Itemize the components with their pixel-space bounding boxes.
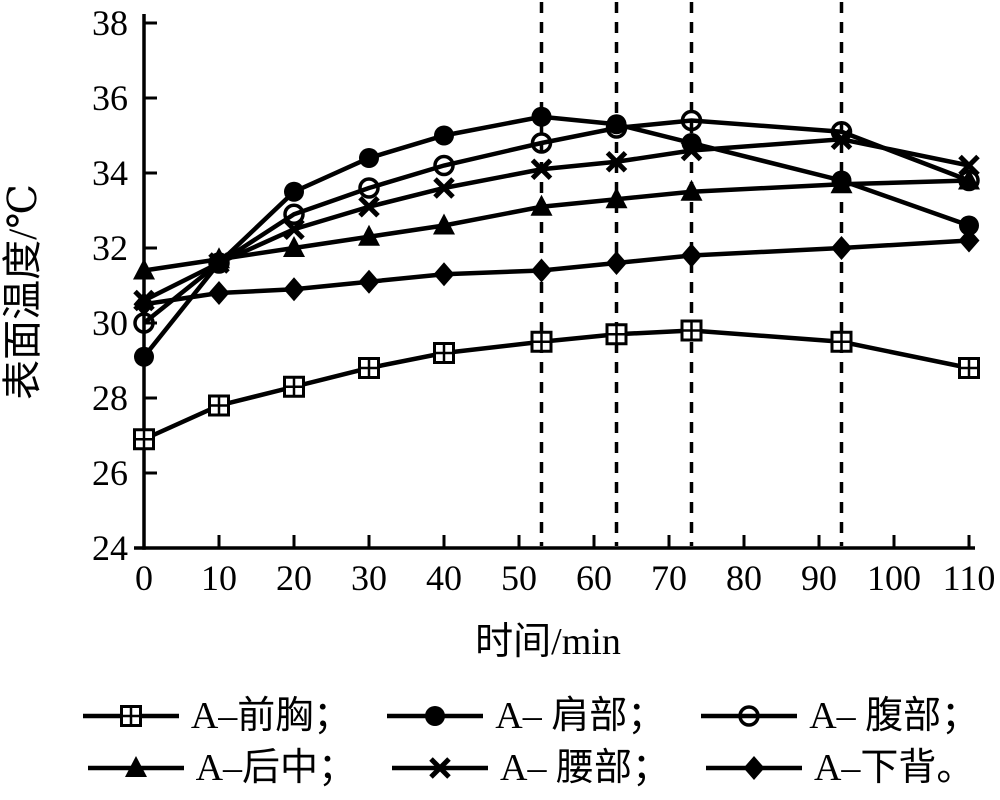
svg-text:110: 110 (943, 558, 996, 598)
filled-diamond-marker-icon (705, 756, 802, 780)
chart-plot-area: 24 26 28 30 32 34 36 38 0 10 20 30 40 50 60 70 80 90 100 11… (0, 2, 995, 663)
x-cross-marker-icon (392, 757, 489, 779)
svg-text:90: 90 (801, 558, 837, 598)
legend-item-lower-back: A–下背。 (704, 749, 974, 787)
svg-text:0: 0 (135, 558, 153, 598)
svg-text:32: 32 (92, 228, 128, 268)
open-circle-marker-icon (701, 705, 798, 727)
chart-legend: A–前胸； A– 肩部； A– 腹部； A–后中； A– 腰部； A– (0, 686, 1000, 798)
svg-text:80: 80 (726, 558, 762, 598)
svg-text:26: 26 (92, 453, 128, 493)
svg-text:36: 36 (92, 78, 128, 118)
legend-item-shoulder: A– 肩部； (385, 697, 665, 735)
svg-text:30: 30 (351, 558, 387, 598)
svg-text:38: 38 (92, 3, 128, 43)
filled-circle-marker-icon (387, 706, 484, 726)
legend-item-mid-back: A–后中； (86, 749, 356, 787)
y-axis-title: 表面温度/℃ (0, 184, 45, 400)
svg-text:40: 40 (426, 558, 462, 598)
legend-label-mid-back: A–后中； (195, 747, 357, 789)
svg-text:70: 70 (651, 558, 687, 598)
legend-item-abdomen: A– 腹部； (699, 697, 979, 735)
svg-text:30: 30 (92, 303, 128, 343)
svg-text:20: 20 (276, 558, 312, 598)
legend-label-waist: A– 腰部； (500, 747, 670, 789)
x-axis-title: 时间/min (475, 621, 621, 663)
plot-layer: 24 26 28 30 32 34 36 38 0 10 20 30 40 50 60 70 80 90 100 11… (92, 2, 995, 598)
svg-text:24: 24 (92, 528, 128, 568)
svg-text:100: 100 (867, 558, 921, 598)
svg-text:50: 50 (501, 558, 537, 598)
legend-label-abdomen: A– 腹部； (809, 695, 980, 737)
legend-label-shoulder: A– 肩部； (495, 695, 666, 737)
legend-label-lower-back: A–下背。 (813, 747, 975, 789)
svg-text:28: 28 (92, 378, 128, 418)
svg-text:34: 34 (92, 153, 128, 193)
legend-label-front-chest: A–前胸； (190, 695, 352, 737)
svg-text:60: 60 (576, 558, 612, 598)
svg-text:10: 10 (201, 558, 237, 598)
filled-triangle-marker-icon (87, 756, 184, 777)
square-plus-marker-icon (82, 705, 179, 727)
legend-item-front-chest: A–前胸； (81, 697, 351, 735)
legend-row-1: A–前胸； A– 肩部； A– 腹部； (81, 697, 979, 735)
legend-item-waist: A– 腰部； (390, 749, 670, 787)
legend-row-2: A–后中； A– 腰部； A–下背。 (86, 749, 974, 787)
